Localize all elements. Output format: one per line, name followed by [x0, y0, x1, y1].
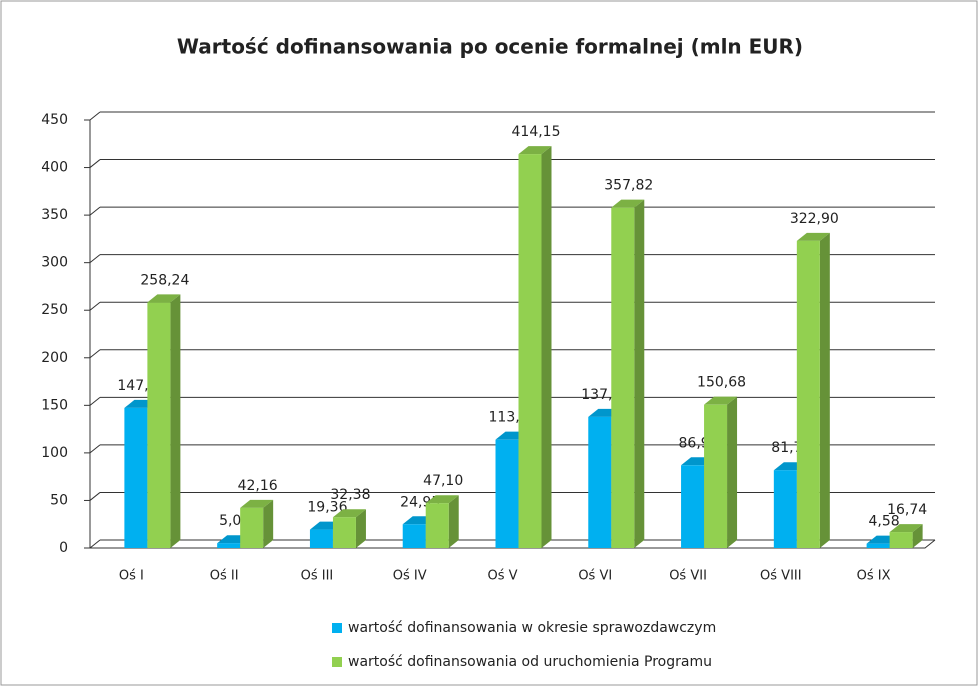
- floor: [90, 539, 936, 549]
- bar-top: [147, 294, 181, 303]
- bar: [518, 154, 542, 548]
- bar-top: [518, 146, 552, 155]
- bar-top: [425, 495, 459, 504]
- bar-side: [912, 524, 923, 548]
- bar-side: [448, 495, 459, 548]
- bar-side: [170, 294, 181, 548]
- bar-top: [611, 199, 645, 208]
- y-tick-label: 350: [41, 207, 68, 223]
- grid-diagonal: [89, 539, 101, 549]
- grid-diagonal: [89, 111, 101, 121]
- bar: [124, 407, 148, 548]
- y-tick-label: 300: [41, 255, 68, 271]
- grid-diagonal: [89, 301, 101, 311]
- bar-top: [796, 232, 830, 241]
- x-tick-label: Oś IX: [857, 569, 891, 584]
- legend-swatch: [332, 657, 342, 667]
- bar: [425, 503, 449, 548]
- value-label: 47,10: [423, 473, 463, 489]
- bar: [240, 507, 264, 548]
- value-label: 16,74: [887, 502, 927, 518]
- y-tick-label: 450: [41, 112, 68, 128]
- legend-label: wartość dofinansowania od uruchomienia P…: [348, 654, 712, 670]
- bar: [402, 524, 426, 548]
- value-label: 19,36: [307, 500, 347, 516]
- y-tick-label: 250: [41, 302, 68, 318]
- bar-side: [727, 396, 738, 548]
- bar-side: [541, 146, 552, 548]
- bar: [495, 439, 519, 548]
- grid-diagonal: [89, 206, 101, 216]
- bar: [704, 404, 728, 548]
- bar: [889, 532, 913, 548]
- grid-diagonal: [89, 396, 101, 406]
- bar: [796, 240, 820, 548]
- bar: [611, 207, 635, 549]
- x-tick-label: Oś V: [487, 569, 517, 584]
- x-tick-label: Oś II: [210, 569, 239, 584]
- bar: [332, 517, 356, 548]
- y-tick-label: 400: [41, 160, 68, 176]
- bar-top: [704, 396, 738, 405]
- y-tick-label: 150: [41, 397, 68, 413]
- bar-side: [634, 199, 645, 549]
- x-tick-label: Oś VIII: [760, 569, 802, 584]
- value-label: 258,24: [140, 272, 189, 288]
- bar-side: [263, 499, 274, 548]
- bar: [866, 543, 890, 548]
- grid-diagonal: [89, 349, 101, 359]
- value-label: 32,38: [330, 487, 370, 503]
- x-tick-label: Oś I: [119, 569, 144, 584]
- bar-top: [240, 499, 274, 508]
- bar: [681, 465, 705, 548]
- grid-diagonal: [89, 492, 101, 501]
- y-tick-label: 100: [41, 445, 68, 461]
- grid-diagonal: [89, 444, 101, 454]
- bar-top: [889, 524, 923, 533]
- value-label: 42,16: [238, 478, 278, 494]
- legend-swatch: [332, 623, 342, 633]
- bar: [588, 416, 612, 548]
- bar: [309, 529, 333, 548]
- grid-diagonal: [89, 159, 101, 168]
- y-tick-label: 50: [50, 492, 68, 508]
- value-label: 357,82: [604, 178, 653, 194]
- chart-title: Wartość dofinansowania po ocenie formaln…: [177, 35, 803, 59]
- bar: [773, 470, 797, 548]
- grid-diagonal: [89, 254, 101, 264]
- bar-top: [332, 509, 366, 518]
- x-tick-label: Oś VI: [578, 569, 612, 584]
- x-tick-label: Oś VII: [669, 569, 707, 584]
- bar: [147, 302, 171, 548]
- x-tick-label: Oś IV: [393, 569, 427, 584]
- bar-side: [819, 232, 830, 548]
- y-tick-label: 0: [59, 540, 68, 556]
- value-label: 4,58: [869, 514, 900, 530]
- value-label: 150,68: [697, 375, 746, 391]
- value-label: 414,15: [512, 124, 561, 140]
- x-tick-label: Oś III: [301, 569, 334, 584]
- value-label: 322,90: [790, 211, 839, 227]
- y-tick-label: 200: [41, 350, 68, 366]
- bar-side: [355, 509, 366, 548]
- bar: [217, 543, 241, 548]
- legend-label: wartość dofinansowania w okresie sprawoz…: [348, 620, 716, 636]
